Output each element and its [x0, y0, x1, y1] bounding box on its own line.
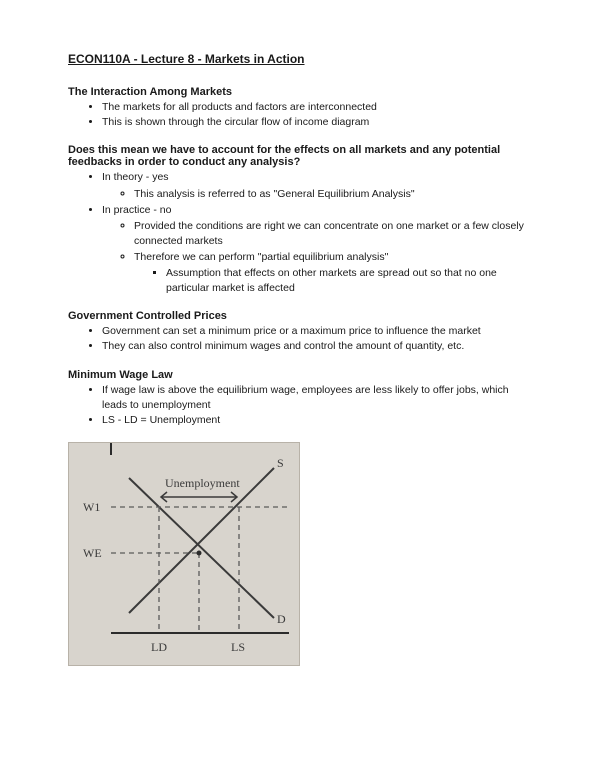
- demand-line: [129, 478, 274, 618]
- section-heading-minwage: Minimum Wage Law: [68, 369, 527, 381]
- bullet-list: The markets for all products and factors…: [68, 100, 527, 130]
- page-title: ECON110A - Lecture 8 - Markets in Action: [68, 52, 527, 66]
- diagram-svg: Unemployment W1 WE LD LS S D: [69, 443, 299, 665]
- list-item: Assumption that effects on other markets…: [166, 266, 527, 296]
- label-w1: W1: [83, 500, 100, 514]
- label-unemployment: Unemployment: [165, 476, 240, 490]
- list-item-text: Therefore we can perform "partial equili…: [134, 251, 388, 263]
- bullet-list: Government can set a minimum price or a …: [68, 324, 527, 354]
- list-item: LS - LD = Unemployment: [102, 413, 527, 428]
- list-item: In theory - yes This analysis is referre…: [102, 170, 527, 201]
- list-item: Therefore we can perform "partial equili…: [134, 250, 527, 297]
- label-we: WE: [83, 546, 102, 560]
- label-d: D: [277, 612, 286, 626]
- list-item: Provided the conditions are right we can…: [134, 219, 527, 249]
- section-heading-question: Does this mean we have to account for th…: [68, 144, 527, 168]
- list-item-text: In theory - yes: [102, 171, 169, 183]
- section-heading-interaction: The Interaction Among Markets: [68, 86, 527, 98]
- list-item: The markets for all products and factors…: [102, 100, 527, 115]
- list-item: This analysis is referred to as "General…: [134, 187, 527, 202]
- bullet-list: In theory - yes This analysis is referre…: [68, 170, 527, 296]
- equilibrium-point: [197, 551, 202, 556]
- list-item: They can also control minimum wages and …: [102, 339, 527, 354]
- label-ls: LS: [231, 640, 245, 654]
- label-s: S: [277, 456, 284, 470]
- section-heading-govprices: Government Controlled Prices: [68, 310, 527, 322]
- supply-demand-diagram: Unemployment W1 WE LD LS S D: [68, 442, 300, 666]
- list-item: Government can set a minimum price or a …: [102, 324, 527, 339]
- bullet-list: If wage law is above the equilibrium wag…: [68, 383, 527, 429]
- list-item-text: In practice - no: [102, 204, 171, 216]
- list-item: This is shown through the circular flow …: [102, 115, 527, 130]
- list-item: If wage law is above the equilibrium wag…: [102, 383, 527, 413]
- list-item: In practice - no Provided the conditions…: [102, 203, 527, 296]
- label-ld: LD: [151, 640, 167, 654]
- page: ECON110A - Lecture 8 - Markets in Action…: [0, 0, 595, 706]
